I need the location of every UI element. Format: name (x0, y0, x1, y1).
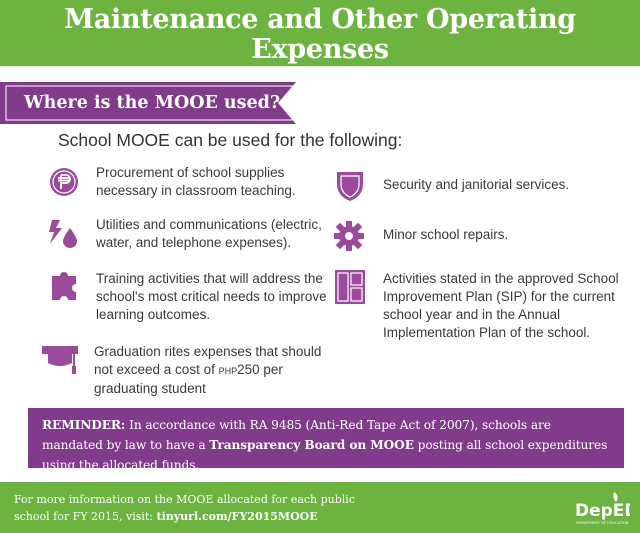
peso-icon (50, 168, 78, 196)
shield-icon (337, 172, 363, 201)
footer-info: For more information on the MOOE allocat… (14, 491, 374, 525)
header-bar: Maintenance and Other Operating Expenses… (0, 0, 640, 80)
section-title: Where is the MOOE used? (24, 93, 281, 113)
item-text: Activities stated in the approved School… (383, 271, 619, 340)
reminder-box: REMINDER: In accordance with RA 9485 (An… (28, 408, 624, 472)
list-item-supplies: Procurement of school supplies necessary… (46, 164, 326, 200)
item-text: Graduation rites expenses that should no… (94, 343, 330, 398)
item-text: Training activities that will address th… (96, 271, 327, 322)
item-text: Security and janitorial services. (383, 177, 570, 192)
item-text: Utilities and communications (electric, … (96, 217, 322, 250)
intro-text: School MOOE can be used for the followin… (58, 130, 403, 150)
footer-text: For more information on the MOOE allocat… (14, 493, 355, 523)
footer-bar: For more information on the MOOE allocat… (0, 482, 640, 533)
banner-background (0, 82, 296, 124)
utilities-icon (49, 220, 77, 248)
puzzle-icon (52, 272, 76, 300)
section-banner: Where is the MOOE used? (0, 82, 296, 124)
item-text: Procurement of school supplies necessary… (96, 165, 296, 198)
list-item-training: Training activities that will address th… (46, 270, 328, 324)
layout-plan-icon (335, 270, 365, 304)
item-text: Minor school repairs. (383, 227, 509, 242)
reminder-emphasis: Transparency Board on MOOE (209, 438, 414, 452)
item-text-part: 250 per graduating student (94, 362, 283, 396)
graduation-cap-icon (42, 346, 78, 374)
page-subtitle: 2 of 6 (302, 66, 338, 80)
list-item-repairs: Minor school repairs. (333, 218, 623, 254)
page-title: Maintenance and Other Operating Expenses (64, 4, 576, 65)
logo-subtext: DEPARTMENT OF EDUCATION (576, 521, 629, 525)
list-item-security: Security and janitorial services. (333, 168, 623, 204)
list-item-utilities: Utilities and communications (electric, … (46, 216, 328, 252)
list-item-sip: Activities stated in the approved School… (333, 270, 629, 342)
item-text-part: Graduation rites expenses that should no… (94, 344, 322, 377)
currency-label: PHP (218, 366, 238, 376)
footer-link[interactable]: tinyurl.com/FY2015MOOE (156, 510, 318, 523)
gear-icon (334, 221, 364, 251)
reminder-label: REMINDER: (42, 418, 126, 432)
reminder-text: In accordance with RA 9485 (Anti-Red Tap… (42, 418, 551, 452)
reminder-text-end: posting all school expenditures using th… (42, 438, 608, 472)
list-item-graduation: Graduation rites expenses that should no… (40, 343, 330, 398)
